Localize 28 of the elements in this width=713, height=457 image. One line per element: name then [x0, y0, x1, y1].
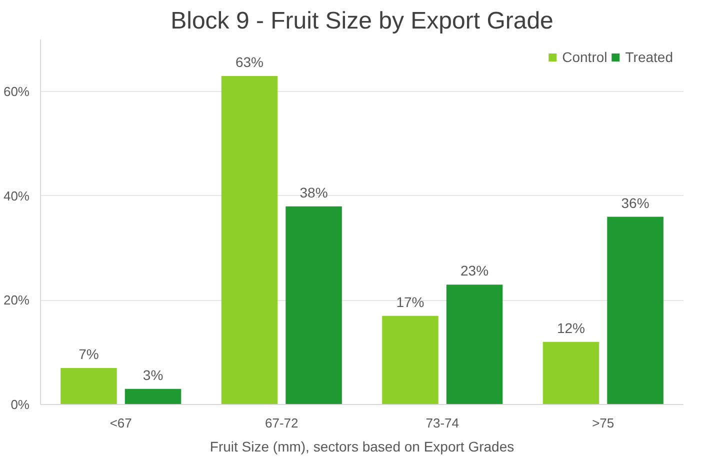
- bar: [446, 284, 503, 404]
- bar: [286, 206, 342, 404]
- legend-label: Treated: [625, 49, 673, 65]
- bar: [382, 316, 438, 404]
- legend-label: Control: [562, 49, 608, 65]
- data-label: 12%: [556, 320, 585, 336]
- bar: [542, 342, 600, 404]
- bar: [124, 388, 182, 404]
- x-tick-label: 67-72: [265, 416, 298, 430]
- data-label: 63%: [235, 54, 264, 70]
- y-tick-label: 60%: [3, 84, 30, 100]
- data-label: 7%: [78, 346, 99, 362]
- data-label: 23%: [460, 262, 489, 279]
- bar: [221, 76, 278, 404]
- data-label: 36%: [621, 194, 650, 211]
- x-tick-label: 73-74: [426, 416, 459, 430]
- x-tick-label: <67: [110, 416, 132, 430]
- data-label: 17%: [396, 294, 424, 310]
- y-tick-label: 40%: [3, 188, 30, 204]
- bar: [60, 368, 117, 404]
- x-tick-label: >75: [592, 416, 614, 430]
- y-tick-label: 0%: [10, 397, 30, 412]
- y-tick-label: 20%: [3, 292, 30, 308]
- chart-title: Block 9 - Fruit Size by Export Grade: [170, 8, 554, 34]
- data-label: 38%: [300, 184, 328, 200]
- bar: [607, 216, 664, 404]
- x-axis-title: Fruit Size (mm), sectors based on Export Grades: [210, 438, 514, 454]
- data-label: 3%: [142, 366, 164, 383]
